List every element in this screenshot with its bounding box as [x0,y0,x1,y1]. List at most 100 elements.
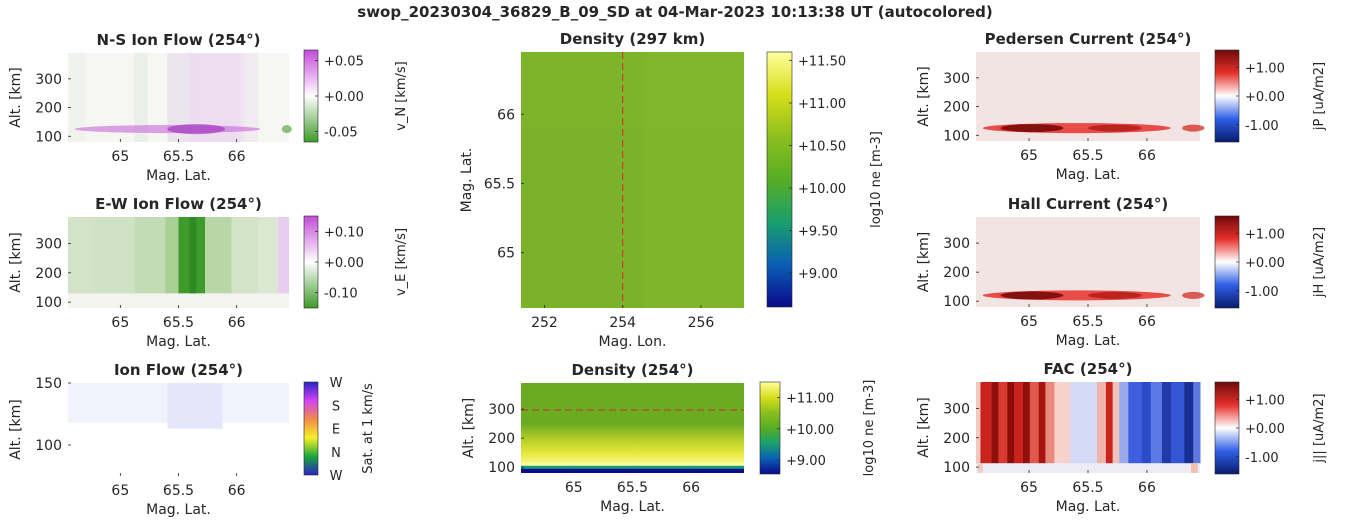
colorbar-tick-label: +9.00 [786,454,826,469]
x-axis-label: Mag. Lat. [146,168,211,184]
colorbar-tick-label: -0.10 [324,287,358,302]
y-tick-label: 100 [943,460,970,476]
heatmap-dens_top [521,52,744,308]
x-axis-label: Mag. Lat. [1056,333,1121,349]
x-tick-label: 66 [228,149,246,165]
x-tick-label: 65.5 [1072,148,1103,164]
y-axis-label: Alt. [km] [8,399,24,460]
colorbar-tick-label: -1.00 [1245,119,1279,134]
y-tick-label: 200 [35,266,62,282]
panel-ped: Pedersen Current (254°) 65 65.5 66 100 200 300… [916,30,1327,183]
panel-ion: Ion Flow (254°) 65 65.5 66 100 150 Mag. Lat. Al… [8,361,376,518]
colorbar-label: Sat. at 1 km/s [361,383,376,474]
y-tick-label: 100 [943,128,970,144]
colorbar-tick-label: +1.00 [1245,227,1285,242]
heatmap-ew [68,217,289,308]
y-tick-label: 200 [35,101,62,117]
y-axis-label: Alt. [km] [461,398,477,459]
colorbar-tick-label: +9.50 [798,225,838,240]
y-tick-label: 300 [943,236,970,252]
y-tick-label: 200 [488,431,515,447]
colorbar-label: log10 ne [m-3] [862,380,877,477]
x-tick-label: 66 [1138,314,1156,330]
x-tick-label: 252 [531,315,558,331]
x-tick-label: 65 [1020,480,1038,496]
colorbar-tick-label: +0.05 [324,55,364,70]
y-tick-label: 65.5 [484,176,515,192]
x-tick-label: 66 [682,480,700,496]
heatmap-fac [976,382,1201,473]
colorbar-tick-label: +0.00 [1245,422,1285,437]
colorbar-dens_bot [759,381,781,475]
colorbar-label: v_E [km/s] [394,228,409,296]
heatmap-dens_bot [521,383,744,473]
y-tick-label: 200 [943,100,970,116]
heatmap-hall [976,217,1205,307]
y-tick-label: 100 [35,295,62,311]
heatmap-ion [68,383,289,476]
panel-title-ion: Ion Flow (254°) [114,361,243,379]
x-tick-label: 65 [111,149,129,165]
y-tick-label: 100 [943,294,970,310]
x-tick-label: 66 [1138,480,1156,496]
colorbar-hall [1214,215,1240,309]
x-tick-label: 65.5 [617,480,648,496]
colorbar-ped [1214,49,1240,143]
colorbar-dens_top [766,51,793,308]
figure-title: swop_20230304_36829_B_09_SD at 04-Mar-20… [357,3,992,21]
y-tick-label: 150 [35,376,62,392]
x-axis-label: Mag. Lat. [146,502,211,518]
x-tick-label: 65 [111,483,129,499]
colorbar-tick-label: +0.00 [324,90,364,105]
x-tick-label: 65 [1020,148,1038,164]
colorbar-tick-label: +10.00 [798,182,846,197]
colorbar-tick-label: +0.10 [324,225,364,240]
colorbar-label: jH [uA/m2] [1312,227,1327,298]
y-tick-label: 300 [488,402,515,418]
panels: N-S Ion Flow (254°) 65 65.5 66 100 200 300 Mag.… [8,30,1327,518]
colorbar-tick-label: +0.00 [1245,256,1285,271]
colorbar-tick-label: +0.00 [1245,90,1285,105]
x-tick-label: 66 [228,315,246,331]
colorbar-tick-label: +1.00 [1245,393,1285,408]
colorbar-tick-label: W [330,376,343,391]
panel-title-ns: N-S Ion Flow (254°) [97,31,261,49]
y-tick-label: 100 [35,438,62,454]
y-tick-label: 100 [35,129,62,145]
colorbar-tick-label: +0.00 [324,256,364,271]
panel-title-fac: FAC (254°) [1044,360,1133,378]
y-axis-label: Alt. [km] [8,67,24,128]
y-axis-label: Mag. Lat. [459,148,475,213]
panel-hall: Hall Current (254°) 65 65.5 66 100 200 300 Mag.… [916,195,1327,349]
colorbar-tick-label: +11.00 [798,97,846,112]
x-tick-label: 65 [111,315,129,331]
colorbar-tick-label: W [330,469,343,484]
x-tick-label: 254 [609,315,636,331]
x-tick-label: 66 [1138,148,1156,164]
y-tick-label: 300 [35,72,62,88]
x-axis-label: Mag. Lat. [600,499,665,515]
colorbar-label: jP [uA/m2] [1312,62,1327,131]
colorbar-label: v_N [km/s] [394,61,409,131]
y-axis-label: Alt. [km] [916,66,932,127]
y-axis-label: Alt. [km] [8,232,24,293]
x-tick-label: 65.5 [163,315,194,331]
panel-title-ew: E-W Ion Flow (254°) [95,195,262,213]
colorbar-tick-label: N [331,446,341,461]
colorbar-label: j|| [uA/m2] [1312,393,1327,463]
x-tick-label: 66 [228,483,246,499]
x-tick-label: 256 [688,315,715,331]
x-tick-label: 65 [1020,314,1038,330]
panel-title-ped: Pedersen Current (254°) [985,30,1192,48]
colorbar-tick-label: +10.50 [798,140,846,155]
y-tick-label: 300 [943,71,970,87]
y-tick-label: 65 [497,246,515,262]
x-tick-label: 65.5 [163,483,194,499]
colorbar-tick-label: S [332,399,340,414]
panel-ns: N-S Ion Flow (254°) 65 65.5 66 100 200 300 Mag.… [8,31,409,184]
y-axis-label: Alt. [km] [916,397,932,458]
colorbar-tick-label: -1.00 [1245,451,1279,466]
panel-dens_top: Density (297 km) 252 254 256 65 65.5 66 Mag. Lo… [459,30,884,350]
y-tick-label: 200 [943,265,970,281]
